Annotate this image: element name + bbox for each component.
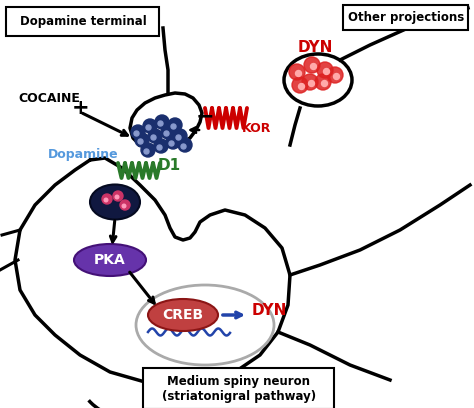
FancyBboxPatch shape — [144, 368, 335, 408]
Circle shape — [138, 139, 143, 144]
Circle shape — [113, 191, 123, 201]
Circle shape — [295, 71, 301, 77]
FancyBboxPatch shape — [7, 7, 159, 35]
Ellipse shape — [90, 184, 140, 220]
Ellipse shape — [74, 244, 146, 276]
Text: PKA: PKA — [94, 253, 126, 267]
Text: CREB: CREB — [163, 308, 203, 322]
Circle shape — [171, 124, 176, 129]
Circle shape — [155, 115, 169, 129]
Circle shape — [104, 198, 108, 202]
Circle shape — [310, 64, 317, 69]
Text: Dopamine terminal: Dopamine terminal — [19, 16, 146, 29]
Circle shape — [135, 133, 149, 147]
Circle shape — [299, 84, 304, 89]
Circle shape — [178, 138, 192, 152]
Circle shape — [292, 77, 308, 93]
Text: Other projections: Other projections — [348, 11, 464, 24]
Circle shape — [315, 74, 331, 90]
Circle shape — [144, 149, 149, 154]
Circle shape — [173, 129, 187, 143]
Text: DYN: DYN — [298, 40, 333, 55]
Circle shape — [334, 73, 339, 80]
Circle shape — [321, 80, 328, 86]
Circle shape — [176, 135, 181, 140]
Circle shape — [327, 67, 343, 83]
Text: COCAINE: COCAINE — [18, 92, 80, 105]
Circle shape — [161, 125, 175, 139]
Circle shape — [157, 145, 162, 150]
Circle shape — [317, 62, 333, 78]
Text: Dopamine: Dopamine — [48, 148, 118, 161]
Circle shape — [141, 143, 155, 157]
Circle shape — [168, 118, 182, 132]
FancyBboxPatch shape — [344, 4, 468, 29]
Circle shape — [122, 204, 126, 208]
Circle shape — [120, 200, 130, 210]
Circle shape — [289, 64, 305, 80]
Circle shape — [302, 74, 318, 90]
Text: KOR: KOR — [242, 122, 272, 135]
Circle shape — [323, 69, 329, 75]
Circle shape — [148, 129, 162, 143]
Circle shape — [102, 194, 112, 204]
Circle shape — [134, 131, 139, 136]
Ellipse shape — [148, 299, 218, 331]
Text: D1: D1 — [158, 158, 181, 173]
Text: −: − — [196, 106, 215, 126]
Circle shape — [131, 125, 145, 139]
Circle shape — [166, 135, 180, 149]
Circle shape — [151, 135, 156, 140]
Circle shape — [164, 131, 169, 136]
Circle shape — [154, 139, 168, 153]
Circle shape — [143, 119, 157, 133]
Circle shape — [158, 121, 163, 126]
Circle shape — [146, 125, 151, 130]
Circle shape — [169, 141, 174, 146]
Circle shape — [115, 195, 119, 199]
Circle shape — [309, 80, 315, 86]
Circle shape — [304, 57, 320, 73]
Text: +: + — [72, 98, 90, 118]
Circle shape — [181, 144, 186, 149]
Text: Medium spiny neuron
(striatonigral pathway): Medium spiny neuron (striatonigral pathw… — [162, 375, 316, 403]
Text: DYN: DYN — [252, 303, 287, 318]
